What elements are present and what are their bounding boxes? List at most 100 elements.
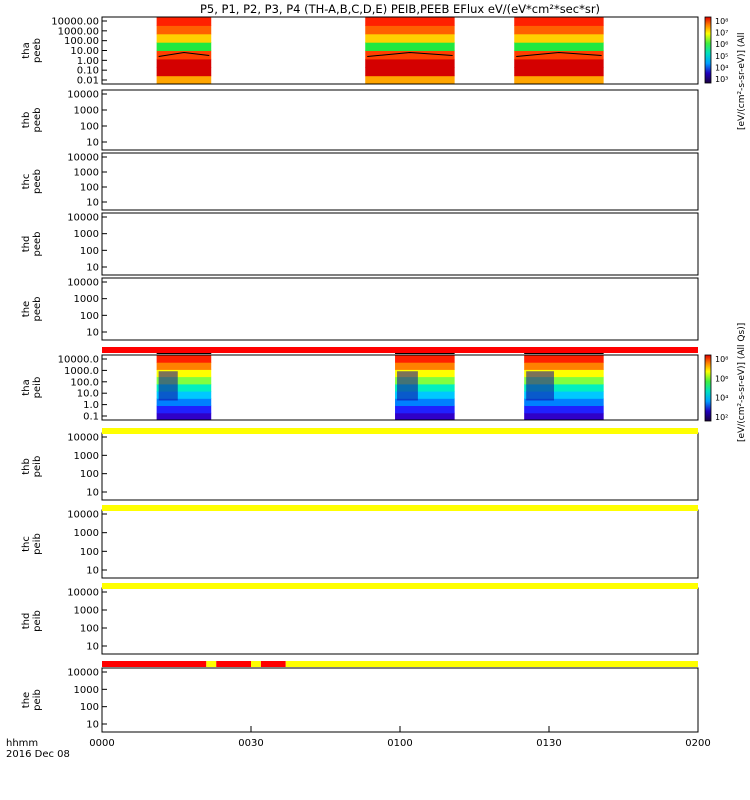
status-segment bbox=[285, 661, 698, 667]
colorbar-ion: 10⁸ 10⁶ 10⁴ 10² [eV/(cm²-s-sr-eV)] (All Qs)… bbox=[704, 323, 747, 442]
spectrogram-band bbox=[156, 50, 212, 60]
ion-burst bbox=[397, 371, 418, 401]
status-bars-group bbox=[102, 347, 698, 667]
y-tick-label: 1000 bbox=[74, 606, 99, 617]
spectrogram-band bbox=[395, 362, 455, 370]
y-tick-label: 100.0 bbox=[70, 377, 99, 388]
panel-frame bbox=[101, 152, 699, 211]
density-trace bbox=[516, 52, 602, 58]
spectrogram-band bbox=[524, 391, 604, 399]
spectrogram-band bbox=[156, 391, 212, 399]
panel-thb-peeb: 10000 1000 100 10 thb peeb bbox=[21, 89, 699, 151]
panel-product-label: peib bbox=[32, 533, 43, 555]
spectrogram-band bbox=[365, 67, 455, 77]
spectrogram-band bbox=[524, 355, 604, 363]
status-segment bbox=[251, 661, 261, 667]
x-tick-label: 0200 bbox=[685, 738, 710, 749]
panel-product-label: peeb bbox=[32, 38, 43, 63]
y-tick-label: 10000 bbox=[67, 153, 99, 164]
panel-thd-peib: 10000 1000 100 10 thd peib bbox=[21, 587, 699, 655]
panel-thc-peeb: 10000 1000 100 10 thc peeb bbox=[21, 152, 699, 211]
y-tick-label: 1000 bbox=[74, 168, 99, 179]
y-tick-label: 100 bbox=[80, 547, 99, 558]
spectrogram-band bbox=[156, 25, 212, 35]
y-tick-label: 10000 bbox=[67, 278, 99, 289]
y-tick-label: 10 bbox=[86, 488, 99, 499]
panel-probe-label: thc bbox=[21, 174, 32, 190]
colorbar-tick-label: 10⁸ bbox=[715, 17, 728, 26]
panel-probe-label: the bbox=[21, 301, 32, 317]
density-trace bbox=[367, 52, 453, 58]
x-tick-label: 0000 bbox=[89, 738, 114, 749]
panel-frame bbox=[101, 89, 699, 151]
colorbar-tick-label: 10⁶ bbox=[715, 374, 728, 383]
y-tick-label: 10000 bbox=[67, 90, 99, 101]
spectrogram-band bbox=[395, 398, 455, 406]
panel-product-label: peeb bbox=[32, 169, 43, 194]
panel-product-label: peib bbox=[32, 377, 43, 399]
panel-probe-label: the bbox=[21, 692, 32, 708]
spectrogram-band bbox=[395, 355, 455, 363]
colorbar-ion-ticks: 10⁸ 10⁶ 10⁴ 10² bbox=[715, 355, 728, 422]
panel-probe-label: thb bbox=[21, 458, 32, 475]
spectrogram-band bbox=[156, 383, 212, 392]
y-tick-label: 0.1 bbox=[83, 412, 99, 423]
panel-probe-label: thc bbox=[21, 536, 32, 552]
spectrogram-band bbox=[156, 75, 212, 85]
spectrogram-band bbox=[156, 405, 212, 414]
colorbar-tick-label: 10⁸ bbox=[715, 355, 728, 364]
y-tick-label: 0.01 bbox=[77, 76, 99, 87]
y-tick-label: 1000 bbox=[74, 106, 99, 117]
spectrogram-band bbox=[395, 376, 455, 385]
y-tick-label: 1000 bbox=[74, 294, 99, 305]
y-tick-label: 1000 bbox=[74, 229, 99, 240]
panel-frame bbox=[101, 667, 699, 733]
spectrogram-band bbox=[365, 17, 455, 26]
y-tick-label: 10.00 bbox=[70, 46, 99, 57]
spectrogram-band bbox=[524, 376, 604, 385]
spectrogram-band bbox=[395, 383, 455, 392]
panel-frame bbox=[101, 587, 699, 655]
spectrogram-band bbox=[395, 412, 455, 421]
spectrogram-band bbox=[524, 405, 604, 414]
status-segment bbox=[216, 661, 252, 667]
spectrogram-band bbox=[395, 391, 455, 399]
x-tick-label: 0030 bbox=[238, 738, 263, 749]
spectrogram-band bbox=[156, 42, 212, 51]
spectrogram-band bbox=[156, 398, 212, 406]
colorbar-top-label: [eV/(cm²-s-sr-eV)] (All bbox=[737, 32, 747, 130]
y-tick-label: 10000 bbox=[67, 510, 99, 521]
spectrogram-band bbox=[365, 50, 455, 60]
spectrogram-band bbox=[524, 412, 604, 421]
colorbar-tick-label: 10⁶ bbox=[715, 40, 728, 49]
spectrogram-band bbox=[156, 17, 212, 26]
spectrogram-band bbox=[514, 58, 604, 68]
status-segment bbox=[102, 347, 698, 353]
y-tick-label: 10 bbox=[86, 138, 99, 149]
y-tick-label: 10000.0 bbox=[58, 355, 99, 366]
spectrogram-band bbox=[365, 42, 455, 51]
ion-burst bbox=[526, 371, 554, 401]
spectrogram-band bbox=[395, 405, 455, 414]
colorbar-top: 10⁸ 10⁷ 10⁶ 10⁵ 10⁴ 10³ [eV/(cm²-s-sr-eV)] (A… bbox=[704, 16, 747, 130]
panel-thd-peeb: 10000 1000 100 10 thd peeb bbox=[21, 212, 699, 276]
panel-probe-label: tha bbox=[21, 42, 32, 58]
panel-frame bbox=[101, 509, 699, 579]
panel-product-label: peib bbox=[32, 610, 43, 632]
panel-the-peeb: 10000 1000 100 10 the peeb bbox=[21, 277, 699, 341]
x-axis: 0000 0030 0100 0130 0200 bbox=[89, 726, 711, 749]
chart-title: P5, P1, P2, P3, P4 (TH-A,B,C,D,E) PEIB,P… bbox=[200, 2, 600, 16]
y-tick-label: 1.0 bbox=[83, 400, 99, 411]
spectrogram-band bbox=[365, 25, 455, 35]
spectrogram-band bbox=[395, 369, 455, 378]
y-tick-label: 10000.00 bbox=[51, 17, 99, 28]
panel-product-label: peeb bbox=[32, 232, 43, 257]
spectrogram-band bbox=[156, 362, 212, 370]
panel-thb-peib: 10000 1000 100 10 thb peib bbox=[21, 432, 699, 501]
panel-probe-label: thd bbox=[21, 236, 32, 253]
y-tick-label: 10000 bbox=[67, 433, 99, 444]
spectrogram-band bbox=[524, 369, 604, 378]
y-tick-label: 10 bbox=[86, 720, 99, 731]
